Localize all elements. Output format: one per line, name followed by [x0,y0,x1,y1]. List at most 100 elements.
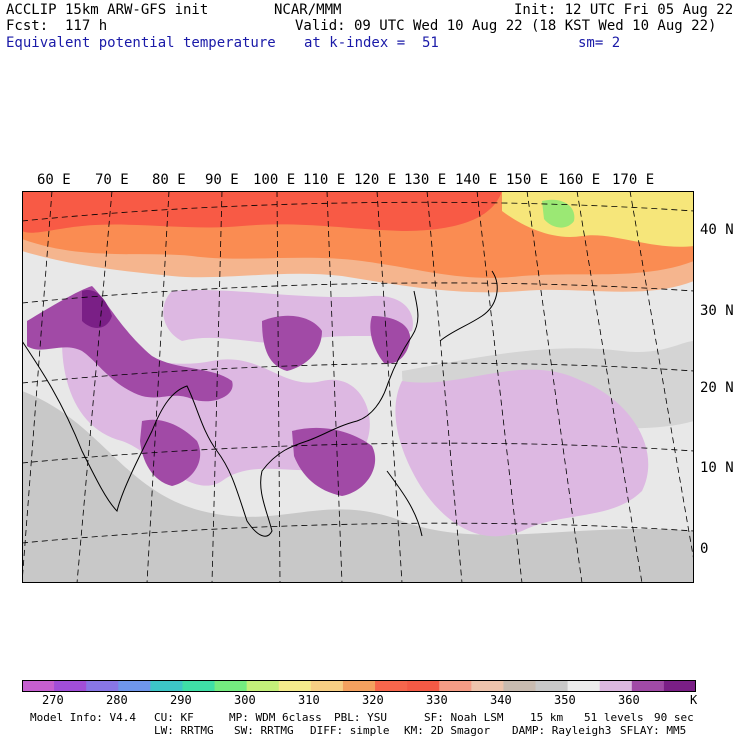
lon-label-140e: 140 E [455,172,498,188]
k-index-level: at k-index = 51 [304,35,439,51]
lon-label-60e: 60 E [37,172,71,188]
colorbar-frame [22,680,696,692]
lon-label-80e: 80 E [152,172,186,188]
colorbar-cell [535,680,569,692]
colorbar-cell [471,680,504,692]
colorbar-tick-270: 270 [42,693,64,707]
map-frame [22,191,694,583]
colorbar-cell [54,680,87,692]
lat-label-40n: 40 N [700,222,734,238]
footer-timestep: 90 sec [654,711,694,724]
map-panel [22,191,694,583]
grid-lon-170 [629,191,694,562]
footer-diff: DIFF: simple [310,724,390,737]
grid-lon-90 [211,191,223,583]
colorbar-cell [342,680,376,692]
grid-lon-70 [76,191,113,583]
lat-label-0: 0 [700,541,709,557]
field-purple-yangtze [370,316,411,364]
lat-label-20n: 20 N [700,380,734,396]
colorbar-tick-300: 300 [234,693,256,707]
field-name: Equivalent potential temperature [6,35,276,51]
colorbar-tick-280: 280 [106,693,128,707]
colorbar-cell [407,680,440,692]
coastline-philippines [386,470,423,537]
colorbar-cell [214,680,248,692]
header-init-time: Init: 12 UTC Fri 05 Aug 22 [514,2,734,18]
header-title-left: ACCLIP 15km ARW-GFS init [6,2,209,18]
coastline-japan [439,270,498,342]
colorbar-unit: K [690,693,698,707]
colorbar-tick-310: 310 [298,693,320,707]
colorbar-cell [567,680,601,692]
lon-label-130e: 130 E [404,172,447,188]
grid-lon-160 [576,191,643,583]
grid-lon-60 [22,191,53,583]
lon-label-70e: 70 E [95,172,129,188]
colorbar-cell [503,680,537,692]
header-valid-time: Valid: 09 UTC Wed 10 Aug 22 (18 KST Wed … [295,18,717,34]
lon-label-100e: 100 E [253,172,296,188]
grid-lon-120 [376,191,403,583]
colorbar-tick-290: 290 [170,693,192,707]
field-darkpurple-pak [82,290,112,328]
lon-label-150e: 150 E [506,172,549,188]
footer-mp: MP: WDM 6class [229,711,322,724]
colorbar-tick-320: 320 [362,693,384,707]
field-purple-sichuan [262,315,322,371]
lon-label-170e: 170 E [612,172,655,188]
colorbar-cell [631,680,665,692]
header-org: NCAR/MMM [274,2,342,18]
colorbar-cells [22,680,696,692]
colorbar-cell [246,680,280,692]
colorbar-cell [182,680,216,692]
footer-resolution: 15 km [530,711,564,724]
lon-label-90e: 90 E [205,172,239,188]
footer-levels: 51 levels [584,711,644,724]
header-forecast-hour: Fcst: 117 h [6,18,108,34]
field-red-north [22,191,502,233]
footer-cu: CU: KF [154,711,194,724]
colorbar-cell [118,680,151,692]
footer-lw: LW: RRTMG [154,724,214,737]
colorbar-cell [150,680,183,692]
grid-lon-80 [146,191,170,583]
footer-pbl: PBL: YSU [334,711,387,724]
colorbar-cell [375,680,408,692]
grid-lon-100 [276,191,281,583]
lat-label-30n: 30 N [700,303,734,319]
colorbar-tick-340: 340 [490,693,512,707]
lat-label-10n: 10 N [700,460,734,476]
colorbar-tick-330: 330 [426,693,448,707]
colorbar-tick-360: 360 [618,693,640,707]
field-purple-india [27,286,233,402]
footer-km: KM: 2D Smagor [404,724,491,737]
colorbar-cell [439,680,472,692]
colorbar-cell [22,680,55,692]
footer-model-info: Model Info: V4.4 [30,711,136,724]
footer-sflay: SFLAY: MM5 [620,724,687,737]
footer-damp: DAMP: Rayleigh3 [512,724,612,737]
colorbar-cell [599,680,633,692]
colorbar [22,680,696,692]
graticule [22,191,694,583]
colorbar-cell [86,680,119,692]
grid-lon-110 [326,191,343,583]
smoothing-value: sm= 2 [578,35,621,51]
lon-label-120e: 120 E [354,172,397,188]
footer-sf: SF: Noah LSM [424,711,504,724]
field-lilac-pacific [395,369,649,537]
grid-lon-150 [526,191,583,583]
field-gray-south [22,391,694,583]
colorbar-cell [278,680,312,692]
colorbar-cell [310,680,344,692]
grid-lon-130 [426,191,463,583]
lon-label-110e: 110 E [303,172,346,188]
coastline-mainland [22,290,419,537]
colorbar-cell [663,680,696,692]
colorbar-tick-350: 350 [554,693,576,707]
lon-label-160e: 160 E [558,172,601,188]
footer-sw: SW: RRTMG [234,724,294,737]
grid-lon-140 [476,191,523,583]
field-lime-northeast [542,199,575,228]
